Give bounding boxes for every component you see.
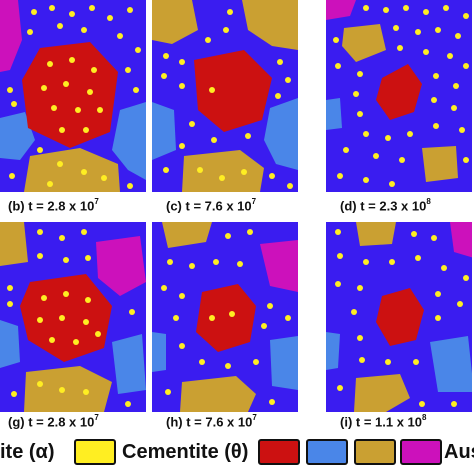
panel-c-image <box>152 0 298 192</box>
panel-h-caption-text: (h) t = 7.6 x 10 <box>166 414 253 430</box>
microstructure-panel-c <box>152 0 298 192</box>
ferrite-legend-label: ite (α) <box>0 441 55 463</box>
panel-h-caption-exp: 7 <box>252 413 257 422</box>
panel-b-image <box>0 0 146 192</box>
panel-c-caption: (c) t = 7.6 x 107 <box>166 197 257 214</box>
panel-h-image <box>152 222 298 412</box>
austenite-magenta-swatch <box>400 439 442 465</box>
microstructure-panel-b <box>0 0 146 192</box>
panel-g-caption-exp: 7 <box>94 413 99 422</box>
phase-legend: ite (α) Cementite (θ) Aus <box>0 431 474 474</box>
panel-g-caption-text: (g) t = 2.8 x 10 <box>8 414 95 430</box>
microstructure-panel-d <box>326 0 472 192</box>
austenite-legend-label: Aus <box>444 441 474 463</box>
microstructure-panel-i <box>326 222 472 412</box>
panel-b-caption: (b) t = 2.8 x 107 <box>8 197 99 214</box>
panel-i-caption-exp: 8 <box>422 413 427 422</box>
cementite-legend-label: Cementite (θ) <box>122 441 249 463</box>
cementite-swatch <box>74 439 116 465</box>
panel-d-caption: (d) t = 2.3 x 108 <box>340 197 431 214</box>
panel-c-caption-exp: 7 <box>251 197 257 206</box>
panel-g-caption: (g) t = 2.8 x 107 <box>8 413 99 430</box>
austenite-lightblue-swatch <box>306 439 348 465</box>
panel-c-caption-text: (c) t = 7.6 x 10 <box>166 198 252 214</box>
microstructure-panel-g <box>0 222 146 412</box>
austenite-tan-swatch <box>354 439 396 465</box>
panel-h-caption: (h) t = 7.6 x 107 <box>166 413 257 430</box>
austenite-red-swatch <box>258 439 300 465</box>
panel-d-image <box>326 0 472 192</box>
panel-b-caption-exp: 7 <box>94 197 99 206</box>
panel-i-image <box>326 222 472 412</box>
panel-i-caption-text: (i) t = 1.1 x 10 <box>340 414 423 430</box>
panel-d-caption-exp: 8 <box>426 197 431 206</box>
panel-d-caption-text: (d) t = 2.3 x 10 <box>340 198 427 214</box>
panel-i-caption: (i) t = 1.1 x 108 <box>340 413 427 430</box>
panel-b-caption-text: (b) t = 2.8 x 10 <box>8 198 95 214</box>
microstructure-panel-h <box>152 222 298 412</box>
panel-g-image <box>0 222 146 412</box>
